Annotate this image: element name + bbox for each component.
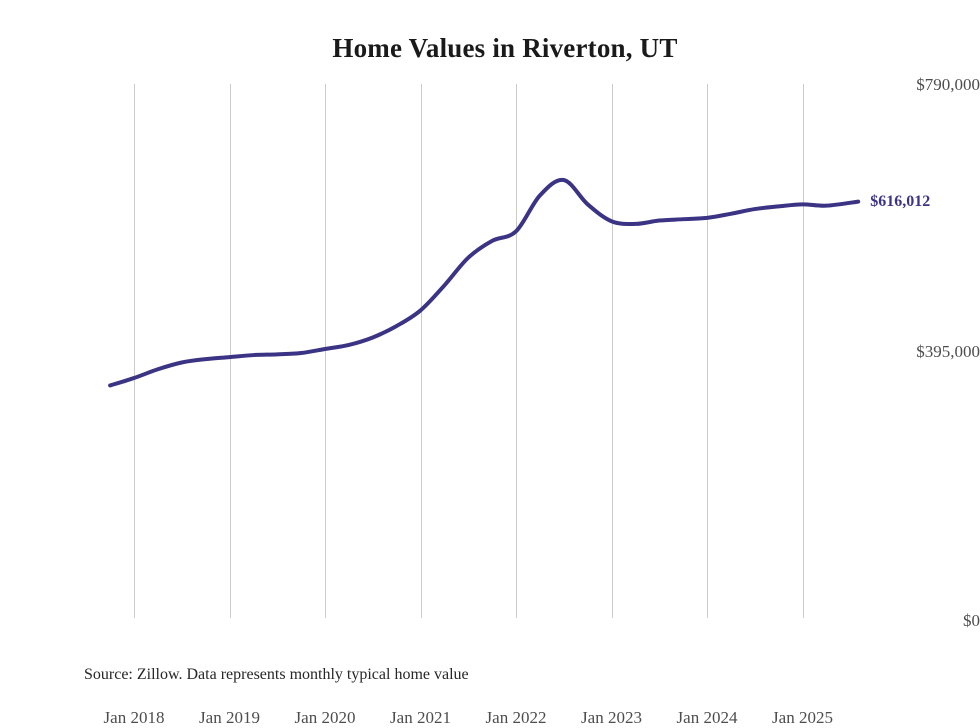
gridline-2020: [325, 84, 326, 618]
y-axis-tick-label-middle: $395,000: [916, 342, 980, 361]
source-note: Source: Zillow. Data represents monthly …: [84, 666, 469, 683]
gridline-2018: [134, 84, 135, 618]
gridline-2023: [611, 84, 613, 618]
y-axis-tick-label-bottom: $0: [963, 611, 980, 630]
home-values-line-chart: Home Values in Riverton, UT $790,000 $39…: [84, 33, 980, 727]
chart-title: Home Values in Riverton, UT: [332, 33, 678, 63]
plot-area: Jan 2018 Jan 2019 Jan 2020 Jan 2021 Jan 2022…: [96, 84, 980, 727]
y-axis-tick-label-top: $790,000: [916, 75, 980, 94]
x-axis-tick-label: Jan 2025: [772, 708, 833, 727]
gridline-2024: [707, 84, 708, 618]
gridline-2019: [229, 84, 231, 618]
series-line-home-values: [108, 177, 861, 388]
gridline-2025: [802, 84, 804, 618]
gridline-2021: [420, 84, 422, 618]
series-path: [108, 177, 861, 388]
end-value-annotation: $616,012: [870, 192, 931, 210]
gridline-2022: [516, 84, 517, 618]
